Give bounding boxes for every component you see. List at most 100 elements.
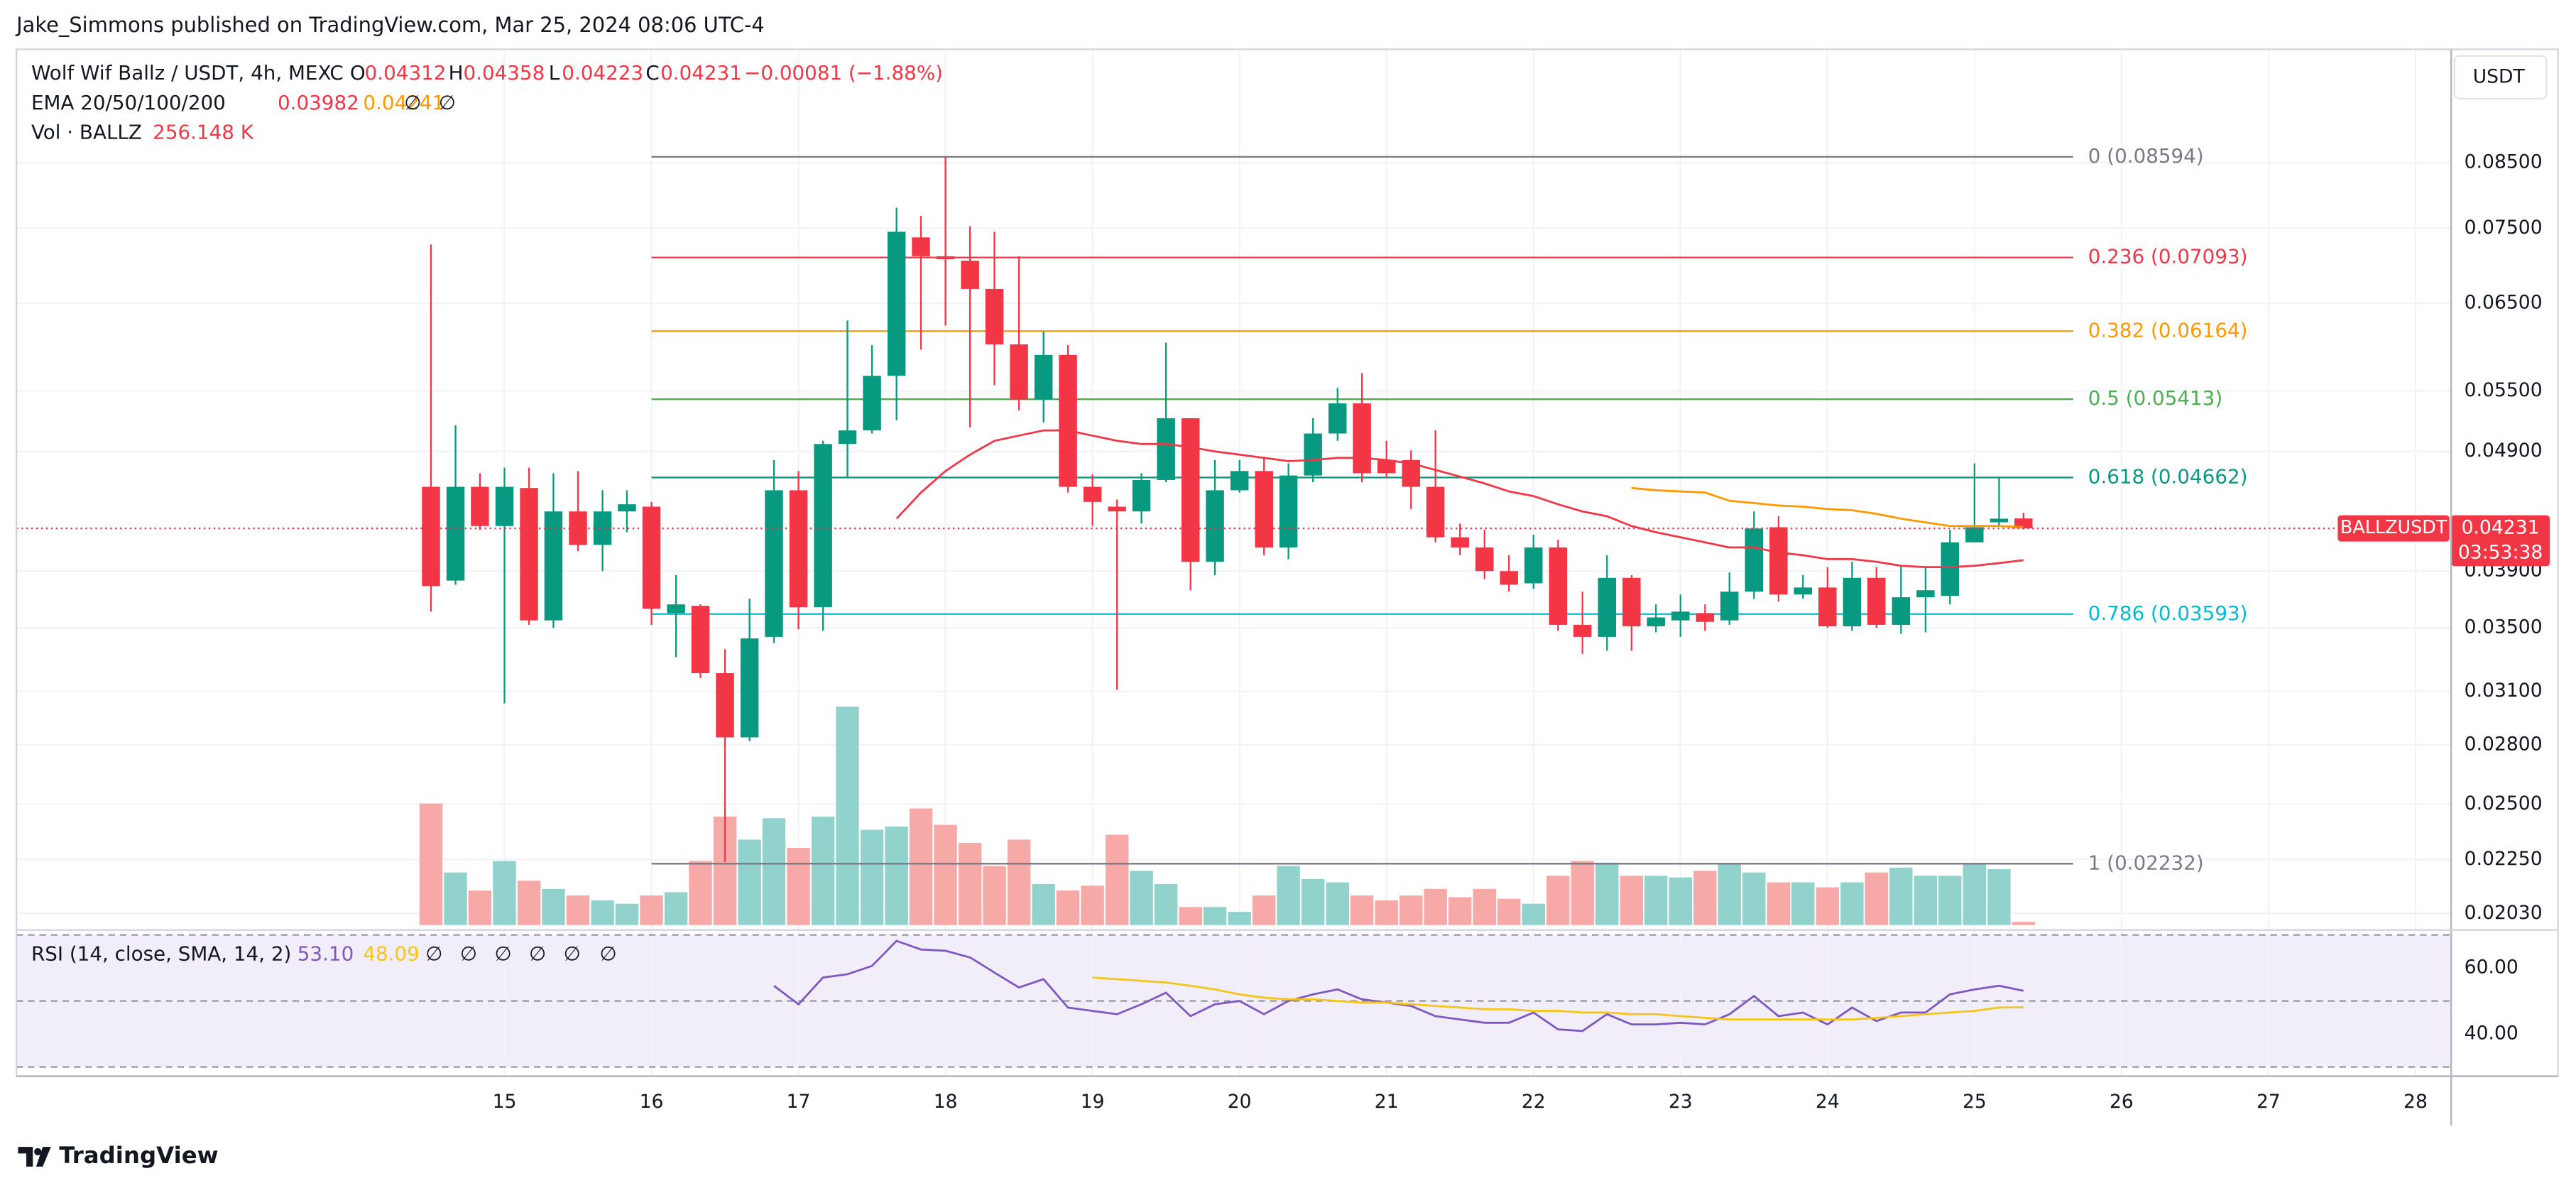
- candle-body: [1843, 577, 1862, 627]
- countdown-text: 03:53:38: [2458, 541, 2543, 563]
- legend-open: 0.04312: [365, 61, 447, 85]
- volume-bar: [517, 881, 541, 925]
- ema-50-value: 0.04241: [363, 91, 444, 114]
- candle-body: [985, 288, 1004, 344]
- volume-bar: [689, 861, 712, 925]
- candle-body: [1279, 475, 1298, 547]
- fib-label: 0.618 (0.04662): [2088, 464, 2248, 488]
- volume-value: 256.148 K: [153, 120, 254, 143]
- legend-h: H: [449, 61, 464, 85]
- volume-bar: [1889, 867, 1913, 925]
- volume-bar: [1375, 900, 1398, 925]
- candle-body: [1549, 547, 1568, 625]
- price-tag-text: 0.04231: [2462, 517, 2540, 539]
- candle-body: [1745, 528, 1764, 592]
- volume-bar: [1522, 903, 1545, 925]
- volume-bar: [419, 803, 443, 925]
- publisher-line: Jake_Simmons published on TradingView.co…: [15, 13, 765, 37]
- volume-bar: [1546, 876, 1570, 925]
- candle-body: [520, 488, 538, 621]
- volume-bar: [1326, 882, 1349, 925]
- rsi-hidden: ∅: [564, 942, 581, 965]
- candle-body: [936, 256, 955, 260]
- candle-body: [789, 490, 808, 608]
- volume-bar: [1424, 888, 1447, 925]
- ema-hidden: ∅: [439, 91, 456, 114]
- x-tick-label: 16: [640, 1091, 664, 1113]
- unit-box[interactable]: [2453, 55, 2548, 100]
- volume-bar: [836, 706, 859, 925]
- legend-c: C: [645, 61, 659, 85]
- volume-bar: [1865, 872, 1888, 925]
- x-tick-label: 24: [1816, 1091, 1840, 1113]
- candle-body: [1132, 479, 1151, 512]
- y-tick-label: 0.05500: [2465, 379, 2543, 401]
- candle-body: [471, 486, 489, 526]
- candle-body: [1451, 537, 1469, 547]
- candle-body: [618, 504, 636, 512]
- candle-body: [544, 511, 563, 621]
- candle-body: [1230, 471, 1249, 491]
- y-tick-label: 0.02800: [2465, 733, 2543, 755]
- legend-title: Wolf Wif Ballz / USDT, 4h, MEXC: [31, 61, 344, 85]
- volume-bar: [1154, 883, 1178, 925]
- candle-body: [961, 261, 979, 289]
- plot-area: 15 16 17 18 19 20 21 22 23 24 25 26 27 28 0.08500 0.075…: [16, 49, 2550, 1113]
- x-tick-label: 18: [934, 1091, 958, 1113]
- volume-bar: [1840, 882, 1864, 925]
- symbol-tag-text: BALLZUSDT: [2340, 517, 2447, 538]
- candle-body: [1671, 611, 1690, 621]
- unit-label: USDT: [2473, 65, 2526, 87]
- volume-bar: [885, 826, 908, 925]
- volume-bar: [762, 818, 786, 925]
- candle-body: [1990, 518, 2009, 523]
- x-tick-label: 17: [787, 1091, 811, 1113]
- volume-bar: [811, 817, 835, 925]
- legend-l: L: [549, 61, 560, 85]
- volume-bar: [1816, 887, 1840, 925]
- volume-bar: [1767, 882, 1791, 925]
- fib-label: 0.5 (0.05413): [2088, 386, 2222, 410]
- rsi-sma-value: 48.09: [363, 942, 419, 965]
- volume-bar: [1473, 888, 1497, 925]
- volume-bar: [566, 895, 590, 925]
- legend-o: O: [350, 61, 366, 85]
- volume-bar: [1252, 895, 1276, 925]
- ema-20-value: 0.03982: [278, 91, 359, 114]
- candle-body: [765, 490, 783, 637]
- volume-bar: [1228, 912, 1251, 925]
- rsi-hidden: ∅: [425, 942, 442, 965]
- candle-body: [1059, 354, 1077, 487]
- volume-bar: [1179, 907, 1202, 925]
- candle-body: [642, 506, 661, 609]
- candle-body: [1500, 571, 1518, 585]
- volume-bar: [1106, 834, 1129, 925]
- x-tick-label: 19: [1081, 1091, 1105, 1113]
- candle-body: [1573, 624, 1592, 637]
- symbol-tag: [2337, 515, 2450, 542]
- candle-body: [1892, 597, 1911, 625]
- volume-bar: [664, 892, 688, 925]
- candle-body: [2014, 518, 2033, 529]
- candle-body: [1696, 613, 1715, 622]
- x-tick-label: 23: [1669, 1091, 1693, 1113]
- volume-label: Vol · BALLZ: [31, 120, 142, 143]
- volume-bar: [860, 829, 884, 925]
- volume-bar: [1130, 871, 1153, 925]
- candle-body: [863, 376, 881, 431]
- candle-body: [1598, 577, 1617, 637]
- volume-bar: [493, 861, 516, 925]
- volume-bar: [958, 843, 982, 925]
- fib-label: 0.236 (0.07093): [2088, 245, 2248, 268]
- x-tick-label: 28: [2403, 1091, 2428, 1113]
- volume-bar: [591, 900, 614, 925]
- candle-body: [691, 606, 710, 673]
- candle-body: [1475, 547, 1494, 572]
- volume-bar: [1914, 876, 1938, 925]
- x-tick-label: 26: [2110, 1091, 2134, 1113]
- volume-bar: [1595, 862, 1619, 925]
- legend-change: −0.00081 (−1.88%): [744, 61, 943, 85]
- fib-label: 0.786 (0.03593): [2088, 601, 2248, 625]
- fib-label: 1 (0.02232): [2088, 851, 2204, 874]
